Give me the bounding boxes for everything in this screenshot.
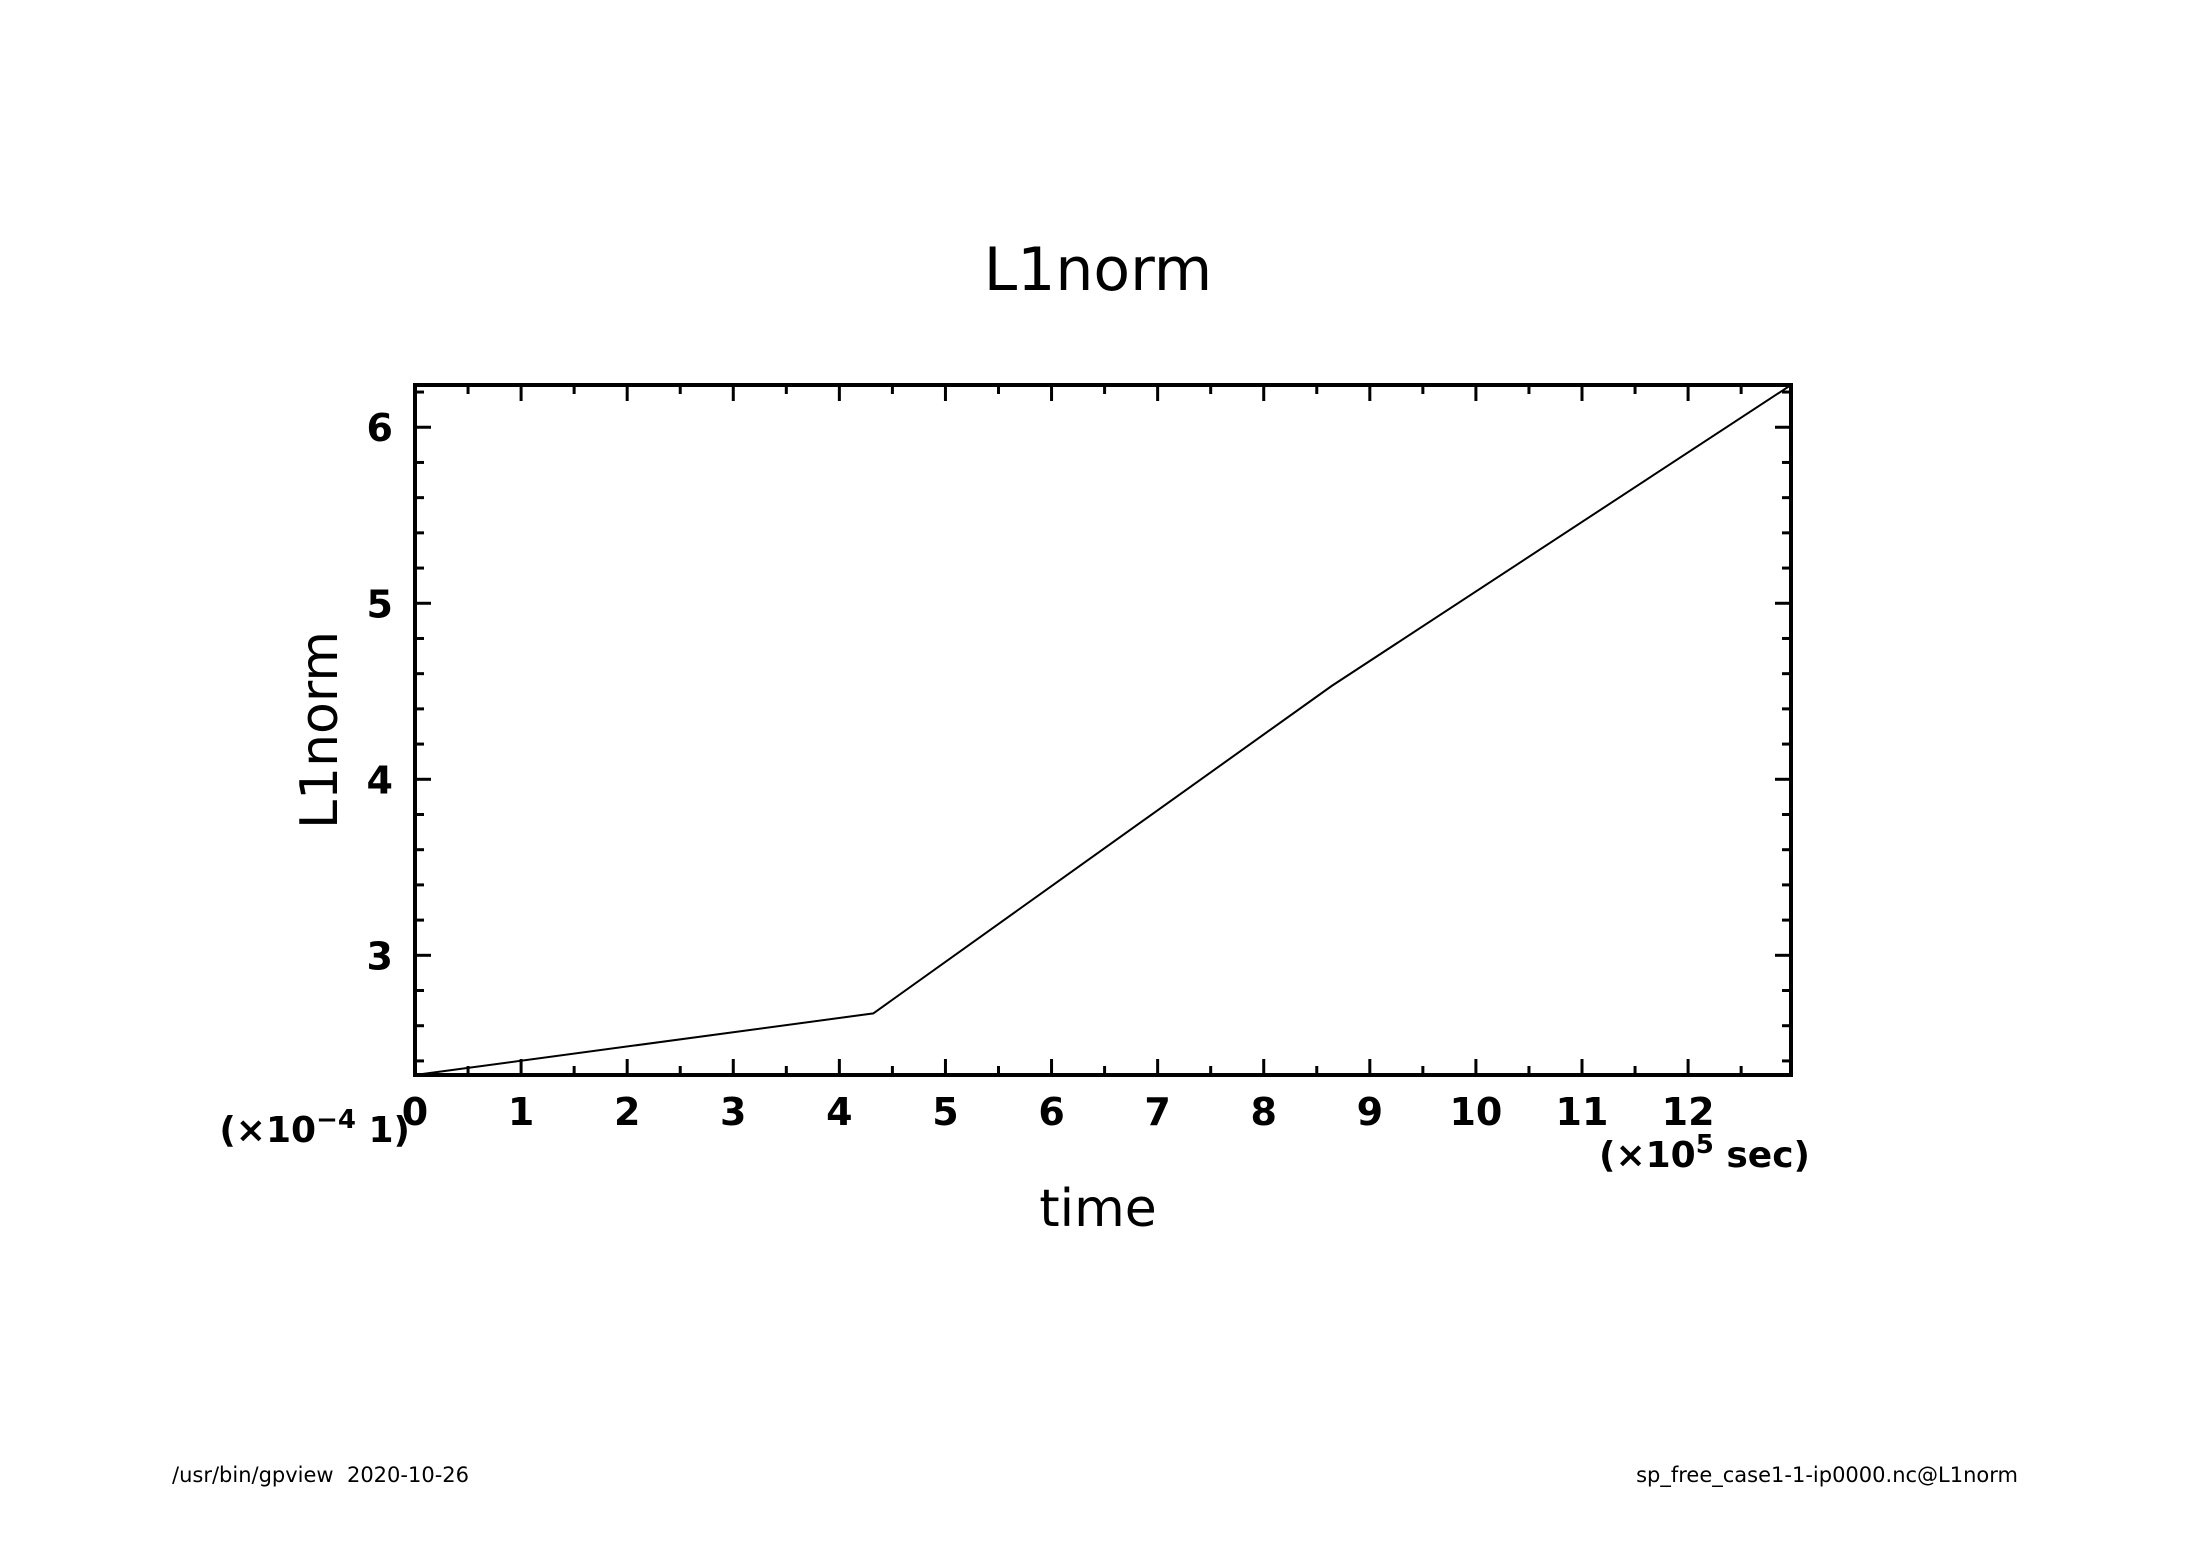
x-tick-label: 0 xyxy=(402,1090,428,1134)
y-scale-suffix: 1) xyxy=(356,1110,410,1151)
x-tick-label: 4 xyxy=(826,1090,852,1134)
x-tick-label: 11 xyxy=(1556,1090,1609,1134)
x-tick-label: 8 xyxy=(1251,1090,1277,1134)
x-tick-label: 9 xyxy=(1357,1090,1383,1134)
footer-right-text: sp_free_case1-1-ip0000.nc@L1norm xyxy=(1636,1463,2018,1488)
x-scale-suffix: sec) xyxy=(1714,1135,1810,1176)
x-tick-label: 12 xyxy=(1662,1090,1715,1134)
y-axis-label: L1norm xyxy=(290,631,350,829)
x-tick-label: 3 xyxy=(720,1090,746,1134)
footer-left-text: /usr/bin/gpview 2020-10-26 xyxy=(172,1463,469,1487)
plot-frame xyxy=(413,383,1793,1077)
x-tick-label: 2 xyxy=(614,1090,640,1134)
chart-title: L1norm xyxy=(984,235,1212,305)
x-tick-label: 7 xyxy=(1144,1090,1170,1134)
y-scale-prefix: (×10 xyxy=(219,1110,316,1151)
series-line xyxy=(414,384,1792,1076)
x-scale-exponent: 5 xyxy=(1696,1130,1714,1160)
y-scale-label: (×10−4 1) xyxy=(219,1105,410,1151)
y-tick-label: 4 xyxy=(367,758,393,802)
x-tick-label: 6 xyxy=(1038,1090,1064,1134)
x-tick-label: 1 xyxy=(508,1090,534,1134)
x-axis-label: time xyxy=(1039,1179,1156,1239)
y-tick-label: 6 xyxy=(367,406,393,450)
y-scale-exponent: −4 xyxy=(316,1105,356,1135)
x-scale-label: (×105 sec) xyxy=(1599,1130,1810,1176)
x-tick-label: 10 xyxy=(1449,1090,1502,1134)
x-tick-label: 5 xyxy=(932,1090,958,1134)
y-tick-label: 3 xyxy=(367,934,393,978)
x-scale-prefix: (×10 xyxy=(1599,1135,1696,1176)
y-tick-label: 5 xyxy=(367,582,393,626)
